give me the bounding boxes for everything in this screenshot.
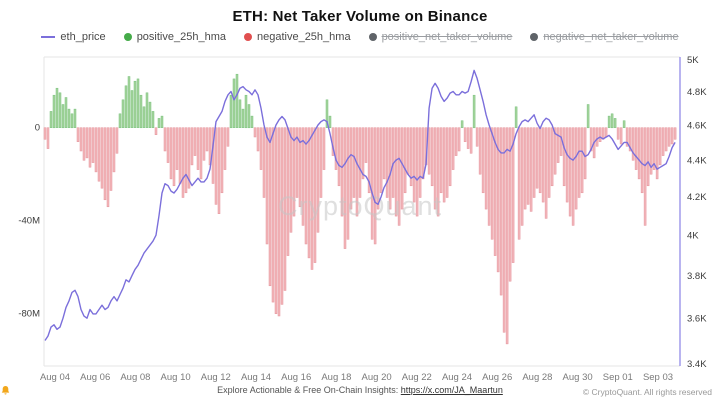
y-right-tick-label: 3.6K (687, 314, 707, 325)
y-left-tick-label: -40M (18, 216, 40, 227)
y-left-tick-label: -80M (18, 309, 40, 320)
watermark: CryptoQuant (278, 191, 442, 221)
x-tick-label: Aug 28 (522, 372, 552, 383)
y-right-tick-label: 4.4K (687, 156, 707, 167)
y-right-tick-label: 3.8K (687, 271, 707, 282)
legend: eth_price positive_25h_hma negative_25h_hm… (0, 31, 720, 43)
x-tick-label: Aug 24 (442, 372, 472, 383)
y-right-tick-label: 4.6K (687, 121, 707, 132)
footer-insights: Explore Actionable & Free On-Chain Insig… (0, 385, 720, 395)
legend-item-eth_price[interactable]: eth_price (41, 31, 106, 43)
y-right-tick-label: 4K (687, 231, 699, 242)
legend-item-negative_net_taker_volume[interactable]: negative_net_taker_volume (530, 31, 679, 43)
legend-item-positive_net_taker_volume[interactable]: positive_net_taker_volume (368, 31, 513, 43)
plot-border (43, 56, 680, 367)
legend-item-negative_25h_hma[interactable]: negative_25h_hma (243, 31, 351, 43)
footer-text: Explore Actionable & Free On-Chain Insig… (217, 385, 401, 395)
y-right-tick-label: 4.8K (687, 87, 707, 98)
legend-dot-marker (368, 33, 377, 41)
copyright: © CryptoQuant. All rights reserved (582, 387, 712, 397)
x-tick-label: Sep 03 (643, 372, 673, 383)
x-tick-label: Aug 14 (241, 372, 271, 383)
bell-icon (1, 386, 10, 395)
legend-dot-marker (243, 33, 252, 41)
chart-title: ETH: Net Taker Volume on Binance (232, 8, 488, 25)
x-tick-label: Aug 26 (482, 372, 512, 383)
x-tick-label: Aug 18 (321, 372, 351, 383)
x-tick-label: Aug 20 (362, 372, 392, 383)
y-right-tick-label: 4.2K (687, 192, 707, 203)
legend-dot-marker (530, 33, 539, 41)
x-tick-label: Aug 04 (40, 372, 70, 383)
y-left-tick-label: 0 (35, 123, 40, 134)
legend-item-positive_25h_hma[interactable]: positive_25h_hma (123, 31, 226, 43)
x-tick-label: Aug 06 (80, 372, 110, 383)
x-tick-label: Aug 22 (402, 372, 432, 383)
x-tick-label: Sep 01 (603, 372, 633, 383)
x-tick-label: Aug 08 (120, 372, 150, 383)
x-tick-label: Aug 12 (201, 372, 231, 383)
left-axis-tick-labels: 0 -40M -80M (18, 123, 40, 320)
x-tick-label: Aug 30 (563, 372, 593, 383)
legend-dot-marker (123, 33, 132, 41)
right-axis-tick-labels: 5K 4.8K 4.6K 4.4K 4.2K 4K 3.8K 3.6K 3.4K (687, 55, 707, 370)
legend-line-marker (41, 36, 56, 38)
legend-label: positive_net_taker_volume (381, 31, 513, 43)
legend-label: negative_25h_hma (256, 31, 351, 43)
x-tick-label: Aug 16 (281, 372, 311, 383)
legend-label: eth_price (60, 31, 106, 43)
y-right-tick-label: 3.4K (687, 359, 707, 370)
y-right-tick-label: 5K (687, 55, 699, 66)
volume-bars (43, 73, 677, 345)
legend-label: positive_25h_hma (136, 31, 226, 43)
footer-link[interactable]: https://x.com/JA_Maartun (400, 385, 503, 395)
price-line (44, 69, 676, 341)
legend-label: negative_net_taker_volume (543, 31, 679, 43)
x-axis-tick-labels: Aug 04 Aug 06 Aug 08 Aug 10 Aug 12 Aug 14 Aug … (40, 372, 673, 383)
x-tick-label: Aug 10 (161, 372, 191, 383)
